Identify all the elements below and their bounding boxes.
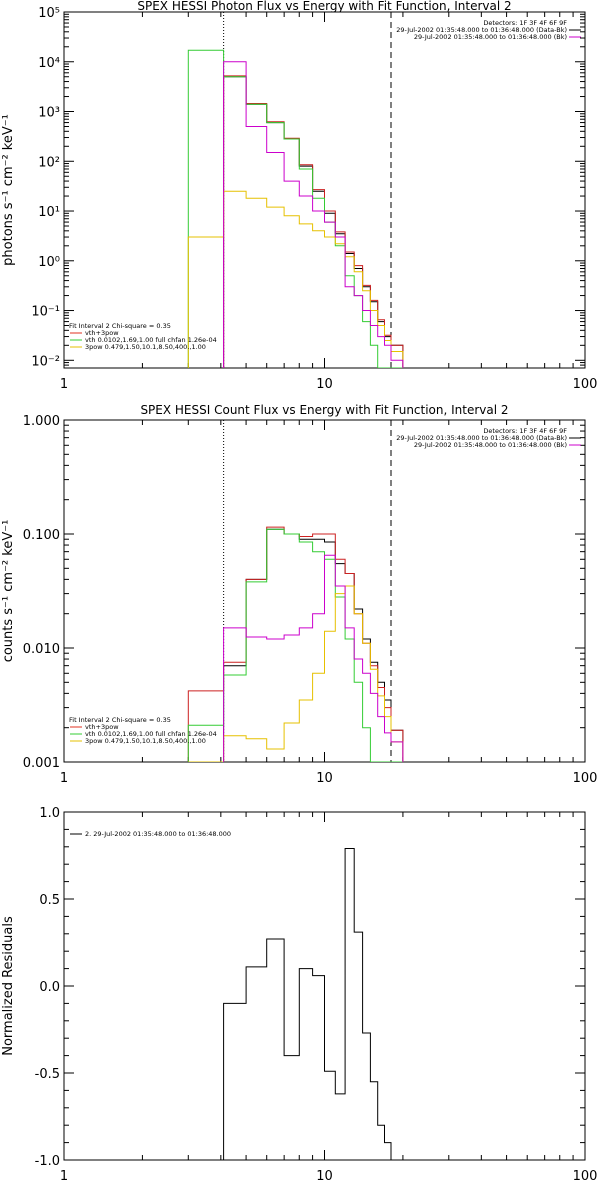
series-line-5 [223, 61, 404, 368]
y-tick-label: 10⁴ [38, 56, 60, 71]
y-tick-label: 10⁰ [38, 255, 60, 270]
x-tick-label: 10 [316, 377, 333, 392]
y-axis-label: photons s⁻¹ cm⁻² keV⁻¹ [1, 114, 16, 266]
legend-text: 2. 29-Jul-2002 01:35:48.000 to 01:36:48.… [85, 830, 231, 838]
y-axis-label: Normalized Residuals [1, 916, 16, 1056]
y-tick-label: 10⁻² [31, 354, 60, 369]
legend-text: vth+3pow [85, 329, 119, 337]
info-text: 29-Jul-2002 01:35:48.000 to 01:36:48.000… [396, 26, 567, 34]
series-line-4 [188, 585, 404, 762]
legend-text: vth+3pow [85, 723, 119, 731]
y-tick-label: 1.0 [39, 806, 60, 821]
chart-title: SPEX HESSI Photon Flux vs Energy with Fi… [137, 0, 511, 13]
info-text: Detectors: 1F 3F 4F 6F 9F [483, 427, 567, 435]
x-tick-label: 1 [60, 771, 68, 786]
info-text: 29-Jul-2002 01:35:48.000 to 01:36:48.000… [414, 441, 567, 449]
x-tick-label: 100 [573, 1169, 598, 1184]
x-tick-label: 100 [573, 377, 598, 392]
legend-text: vth 0.0102,1.69,1.00 full chfan 1.26e-04 [85, 336, 217, 344]
y-tick-label: 10⁵ [38, 6, 60, 21]
series-group [223, 848, 392, 1160]
chart-panel-3: 1 10 100 -1.0 -0.5 0.0 0.5 1.0 Normalized Residu… [1, 806, 597, 1184]
y-tick-label: 10² [38, 155, 60, 170]
legend-text: 3pow 0.479,1.50,10.1,8.50,400.,1.00 [85, 343, 206, 351]
legend-text: Fit Interval 2 Chi-square = 0.35 [69, 716, 171, 724]
info-text: Detectors: 1F 3F 4F 6F 9F [483, 19, 567, 27]
y-tick-label: 0.0 [39, 980, 60, 995]
info-text: 29-Jul-2002 01:35:48.000 to 01:36:48.000… [414, 33, 567, 41]
y-tick-label: -0.5 [35, 1067, 60, 1082]
series-line-5 [223, 554, 404, 762]
series-line-1 [223, 848, 392, 1160]
x-tick-label: 1 [60, 1169, 68, 1184]
legend-text: Fit Interval 2 Chi-square = 0.35 [69, 322, 171, 330]
y-tick-label: 0.100 [23, 528, 60, 543]
y-tick-label: 10⁻¹ [31, 305, 60, 320]
chart-panel-1: SPEX HESSI Photon Flux vs Energy with Fi… [1, 0, 597, 392]
y-tick-label: 0.001 [23, 756, 60, 771]
y-tick-label: 0.5 [39, 893, 60, 908]
series-line-1 [223, 528, 404, 762]
series-line-2 [223, 75, 404, 368]
series-line-1 [223, 76, 404, 368]
y-axis-label: counts s⁻¹ cm⁻² keV⁻¹ [1, 520, 16, 663]
y-tick-label: 1.000 [23, 414, 60, 429]
legend-text: vth 0.0102,1.69,1.00 full chfan 1.26e-04 [85, 730, 217, 738]
chart-title: SPEX HESSI Count Flux vs Energy with Fit… [140, 403, 508, 417]
y-tick-label: 0.010 [23, 642, 60, 657]
y-tick-label: -1.0 [35, 1154, 60, 1169]
x-tick-label: 10 [316, 1169, 333, 1184]
info-text: 29-Jul-2002 01:35:48.000 to 01:36:48.000… [396, 434, 567, 442]
series-line-4 [187, 190, 404, 368]
series-group [187, 49, 404, 368]
x-tick-label: 10 [316, 771, 333, 786]
series-group [187, 526, 404, 762]
chart-panel-2: SPEX HESSI Count Flux vs Energy with Fit… [1, 403, 597, 786]
x-tick-label: 1 [60, 377, 68, 392]
x-tick-label: 100 [573, 771, 598, 786]
legend-text: 3pow 0.479,1.50,10.1,8.50,400.,1.00 [85, 737, 206, 745]
y-tick-label: 10¹ [38, 205, 60, 220]
y-tick-label: 10³ [38, 106, 60, 121]
